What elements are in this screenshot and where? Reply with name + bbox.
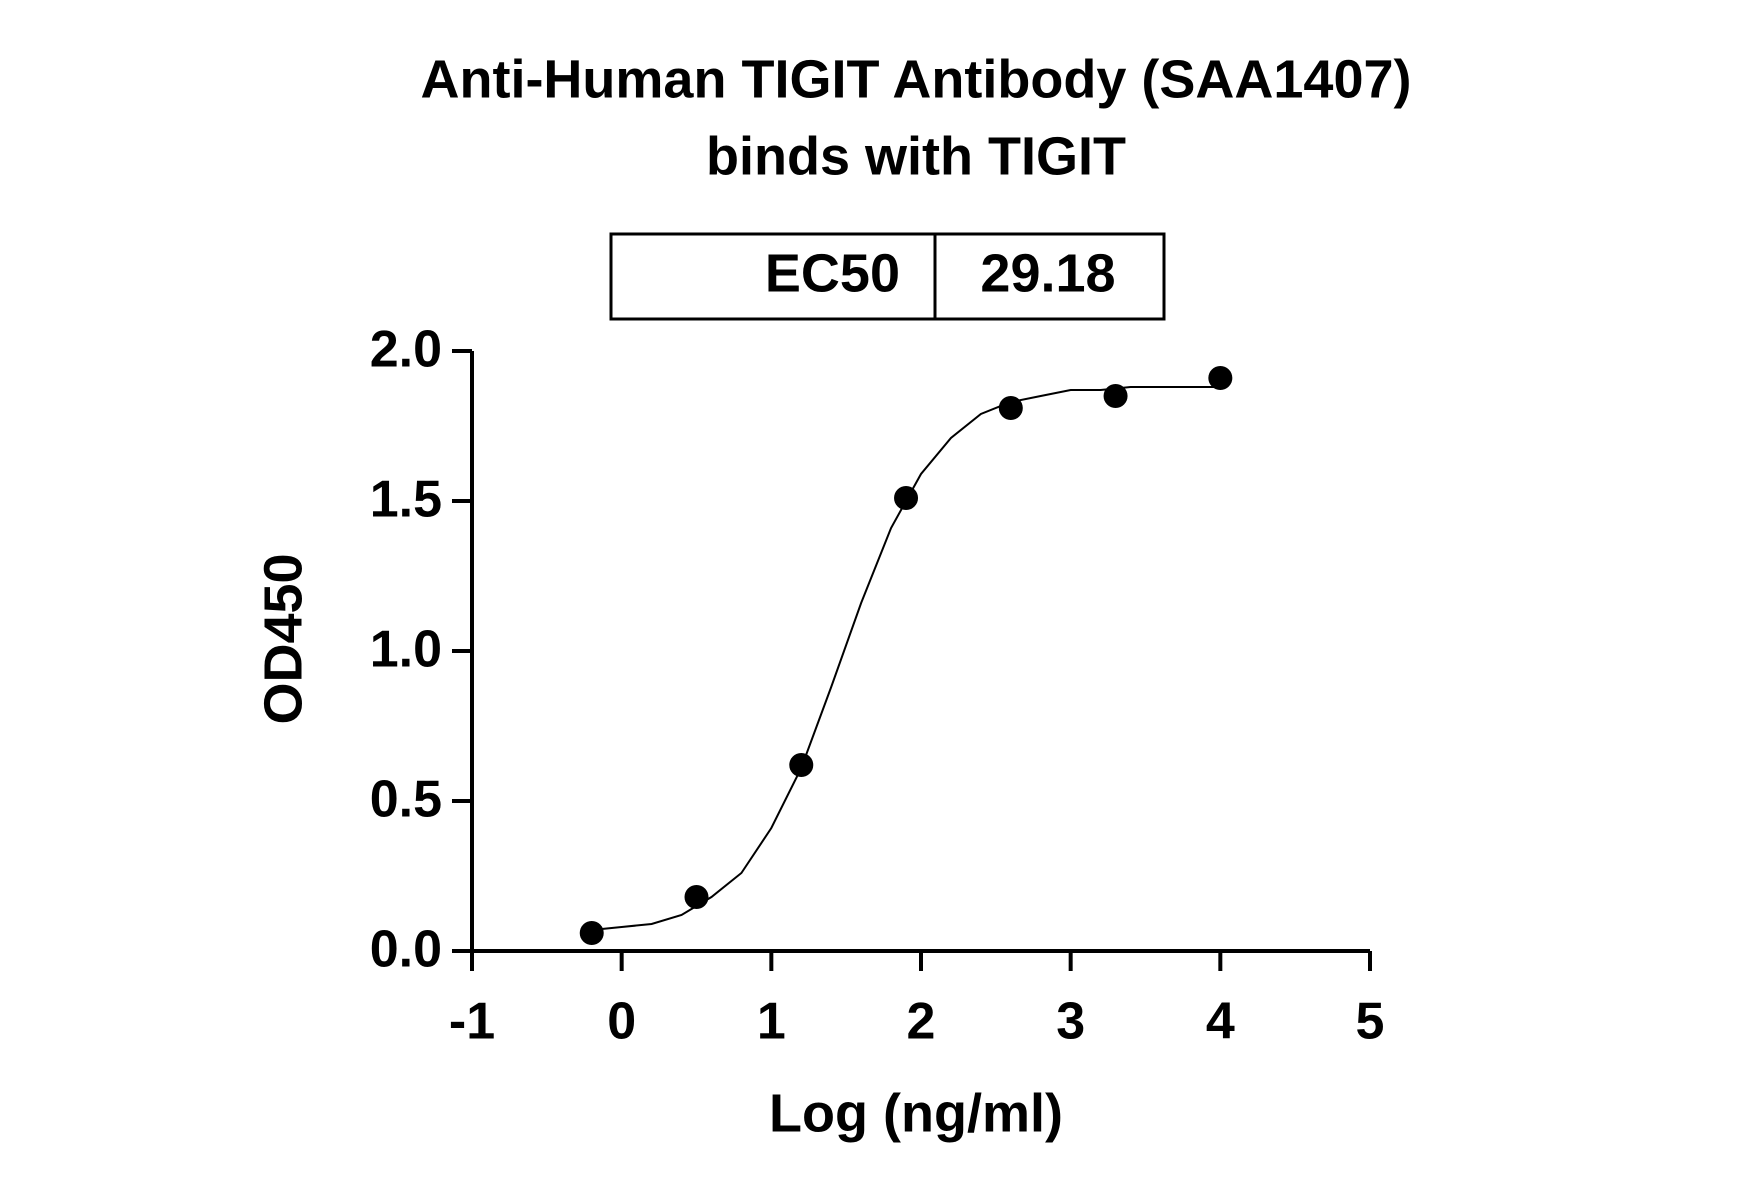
chart-subtitle: binds with TIGIT [706, 126, 1126, 186]
x-tick-label: 4 [1206, 993, 1235, 1051]
data-point [684, 885, 709, 909]
annotation-value: 29.18 [980, 243, 1115, 303]
data-point [998, 396, 1023, 420]
y-tick-label: 2.0 [370, 321, 442, 379]
fit-curve [591, 386, 1221, 931]
data-point [789, 753, 814, 777]
x-tick-label: 3 [1056, 993, 1085, 1051]
data-point [1208, 366, 1233, 390]
y-tick-label: 1.5 [370, 471, 442, 529]
x-tick-label: 5 [1356, 993, 1385, 1051]
annotation-label: EC50 [765, 243, 900, 303]
x-tick-label: 2 [907, 993, 936, 1051]
chart-title: Anti-Human TIGIT Antibody (SAA1407) [420, 49, 1411, 109]
data-point [1103, 384, 1128, 408]
data-point [579, 921, 604, 945]
x-tick-label: -1 [449, 993, 495, 1051]
y-tick-label: 0.5 [370, 771, 442, 829]
x-tick-label: 1 [757, 993, 786, 1051]
x-tick-label: 0 [607, 993, 636, 1051]
data-point [894, 486, 919, 510]
y-axis-label: OD450 [253, 553, 313, 724]
y-tick-label: 1.0 [370, 621, 442, 679]
annotation-box [609, 232, 1166, 321]
y-tick-label: 0.0 [370, 921, 442, 979]
x-axis-label: Log (ng/ml) [769, 1083, 1063, 1143]
